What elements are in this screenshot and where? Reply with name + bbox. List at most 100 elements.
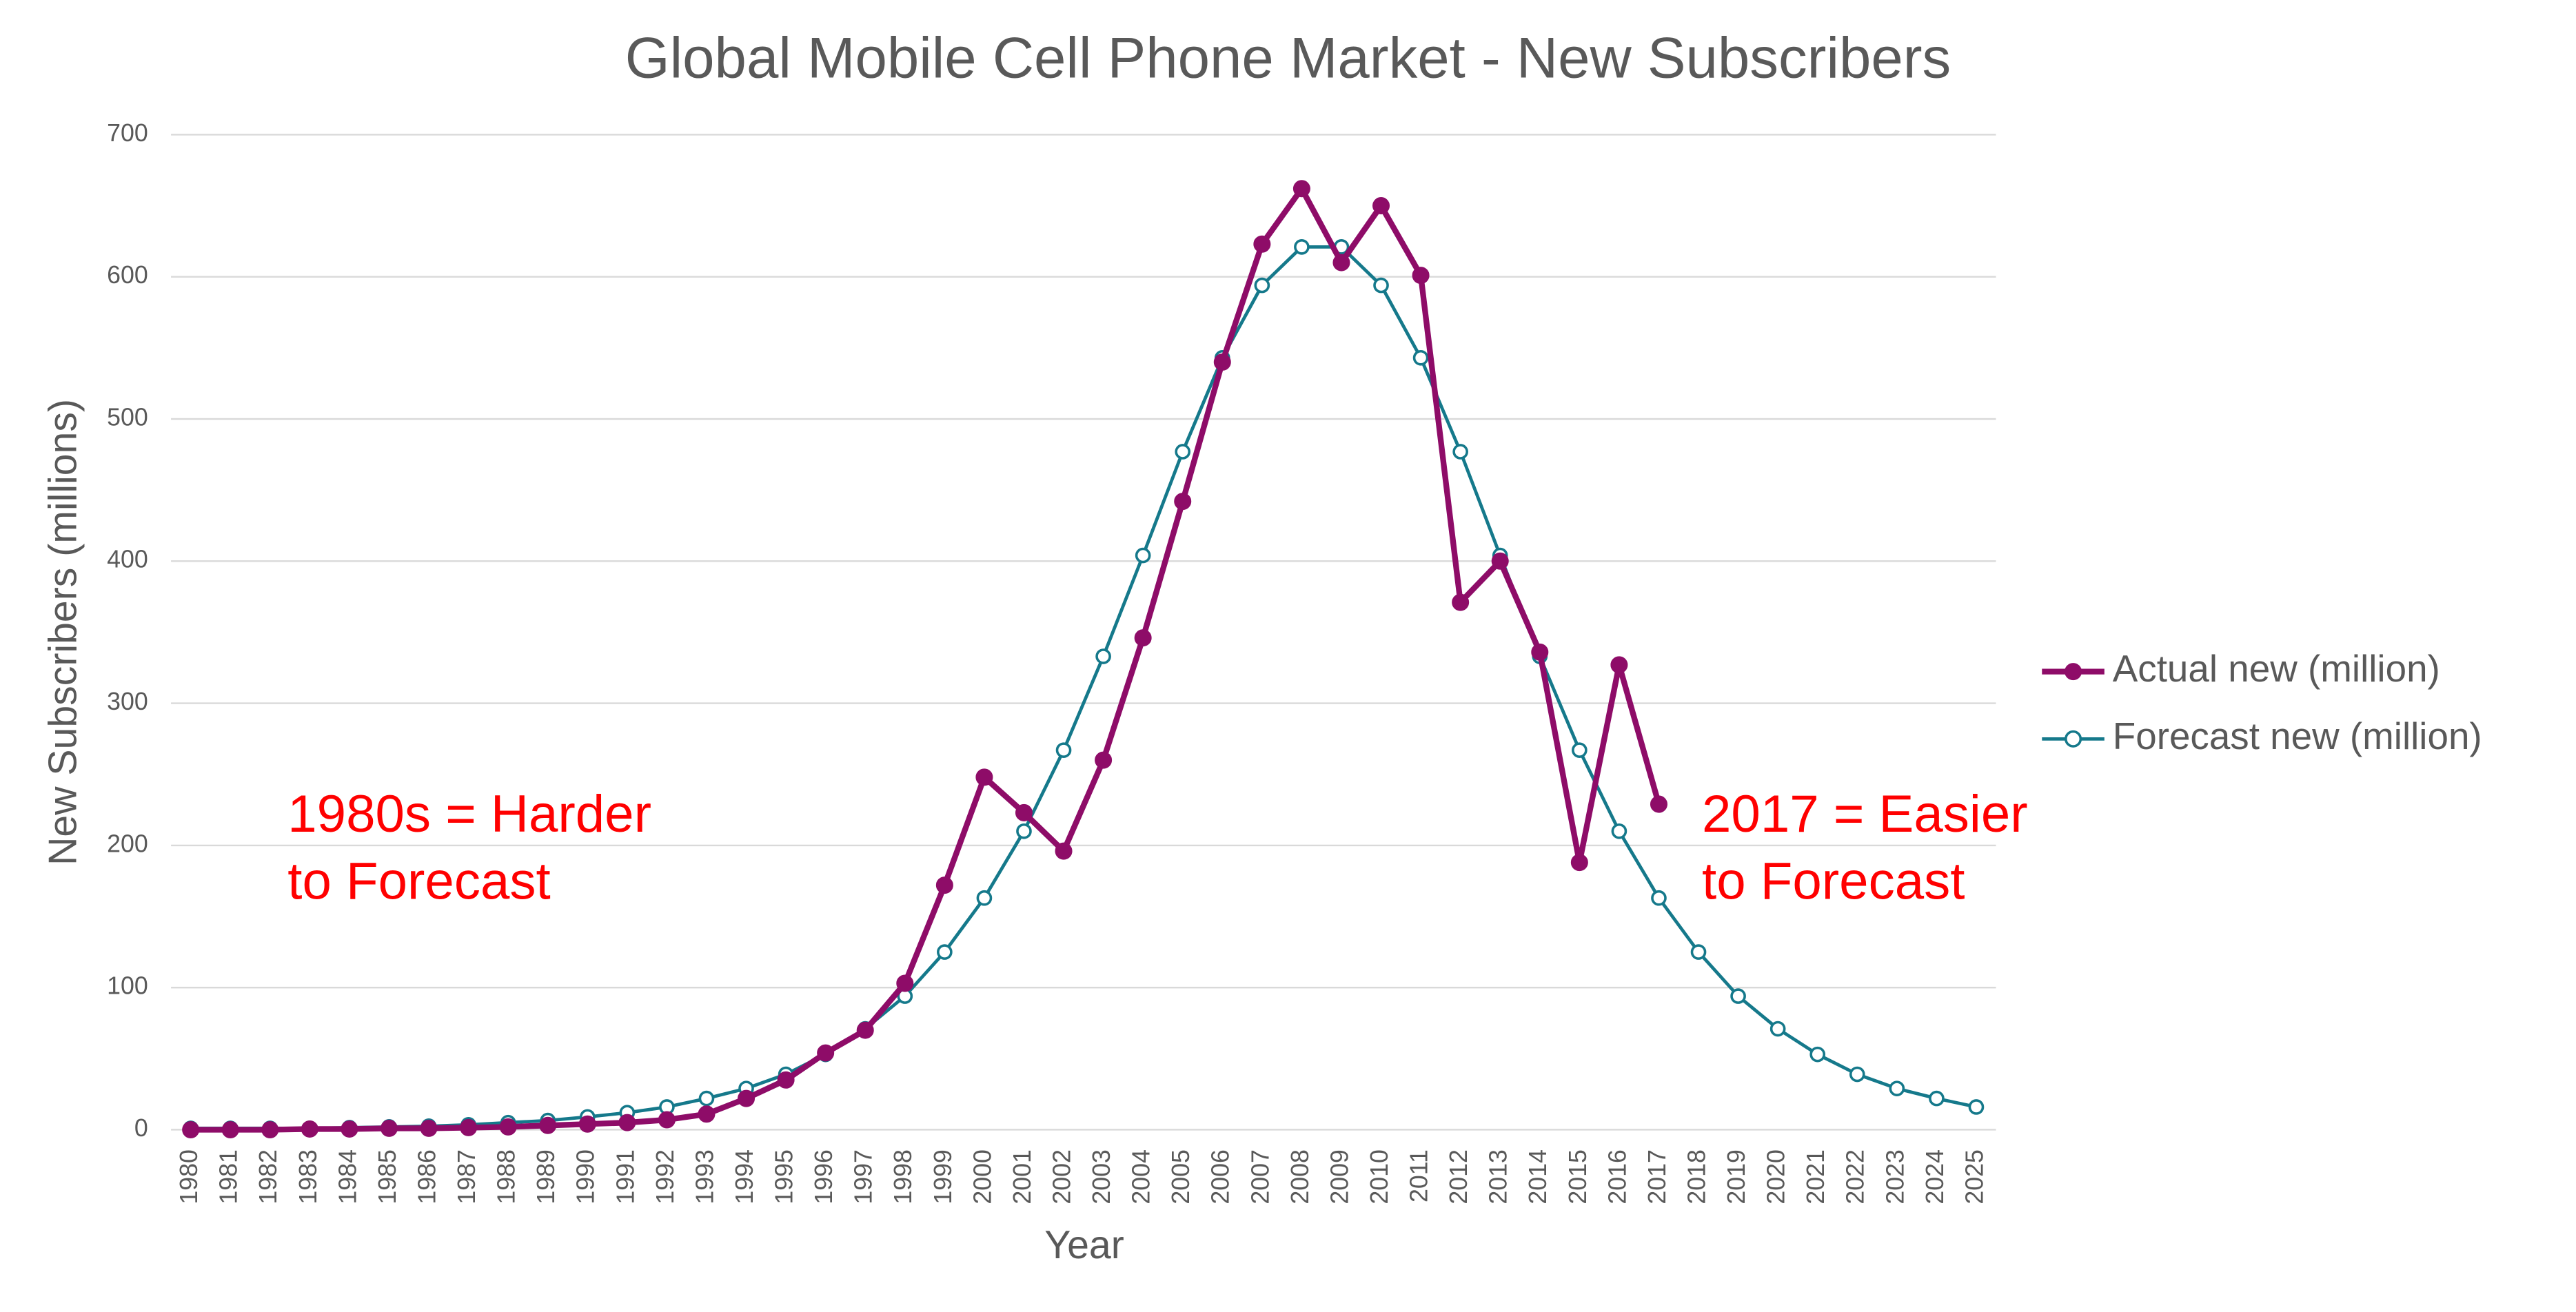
x-tick-label: 1992 — [651, 1149, 679, 1205]
y-tick-label: 300 — [107, 688, 148, 715]
x-tick-label: 1982 — [254, 1149, 282, 1205]
data-point — [1531, 643, 1549, 661]
data-point — [1174, 493, 1192, 511]
data-point — [1889, 1080, 1905, 1096]
x-tick-label: 2019 — [1723, 1149, 1750, 1205]
data-point — [698, 1105, 716, 1123]
data-point — [1372, 197, 1390, 215]
x-tick-label: 1989 — [532, 1149, 560, 1205]
legend-label: Forecast new (million) — [2113, 715, 2482, 757]
x-tick-label: 2004 — [1128, 1149, 1155, 1205]
x-tick-label: 1987 — [453, 1149, 480, 1205]
data-point — [1809, 1046, 1826, 1063]
data-point — [658, 1111, 676, 1129]
y-tick-label: 100 — [107, 972, 148, 1000]
data-point — [1095, 648, 1111, 664]
data-point — [1412, 267, 1430, 285]
data-point — [380, 1119, 398, 1137]
series-line — [190, 185, 1662, 1133]
data-point — [1650, 795, 1667, 813]
x-tick-label: 1985 — [374, 1149, 401, 1205]
annotation: 1980s = Harder — [287, 785, 651, 843]
data-point — [1016, 823, 1032, 839]
data-point — [1452, 444, 1468, 460]
annotation: 2017 = Easier — [1702, 785, 2028, 843]
data-point — [1491, 552, 1509, 570]
x-tick-label: 1996 — [810, 1149, 838, 1205]
x-tick-label: 2003 — [1088, 1149, 1115, 1205]
y-tick-label: 600 — [107, 261, 148, 289]
data-point — [1055, 742, 1072, 758]
data-point — [221, 1120, 239, 1138]
data-point — [1294, 239, 1310, 255]
x-tick-label: 1990 — [572, 1149, 600, 1205]
annotation: to Forecast — [1702, 852, 1965, 911]
data-point — [301, 1120, 318, 1138]
data-point — [1332, 254, 1350, 271]
data-point — [856, 1021, 874, 1039]
data-point — [618, 1114, 636, 1131]
data-point — [817, 1044, 835, 1062]
data-point — [1253, 235, 1271, 253]
x-axis-title: Year — [1044, 1223, 1124, 1267]
annotation: to Forecast — [287, 852, 550, 911]
x-tick-label: 2022 — [1842, 1149, 1869, 1205]
x-tick-label: 1983 — [294, 1149, 322, 1205]
data-point — [1292, 180, 1310, 198]
x-tick-label: 2021 — [1802, 1149, 1829, 1204]
data-point — [1452, 593, 1470, 611]
x-tick-label: 1995 — [771, 1149, 798, 1205]
y-tick-label: 500 — [107, 403, 148, 431]
data-point — [896, 974, 914, 992]
data-point — [698, 1090, 715, 1107]
data-point — [539, 1116, 557, 1134]
data-point — [975, 768, 993, 786]
data-point — [1213, 353, 1231, 371]
x-tick-label: 1981 — [215, 1149, 243, 1205]
data-point — [1412, 349, 1429, 366]
x-tick-label: 1994 — [731, 1149, 758, 1205]
x-tick-label: 2015 — [1564, 1149, 1592, 1205]
x-tick-label: 1988 — [493, 1149, 520, 1205]
x-tick-label: 2023 — [1881, 1149, 1909, 1205]
x-tick-label: 2018 — [1683, 1149, 1710, 1205]
x-tick-label: 2017 — [1643, 1149, 1671, 1205]
x-tick-label: 2008 — [1286, 1149, 1314, 1205]
chart-title: Global Mobile Cell Phone Market - New Su… — [625, 26, 1951, 90]
x-tick-label: 2000 — [968, 1149, 996, 1205]
x-tick-label: 1984 — [334, 1149, 361, 1205]
data-point — [499, 1118, 517, 1136]
data-point — [1055, 842, 1073, 860]
data-point — [1611, 823, 1627, 839]
x-tick-label: 2011 — [1406, 1149, 1433, 1202]
data-point — [937, 944, 953, 960]
x-tick-label: 2009 — [1326, 1149, 1353, 1205]
y-axis-title: New Subscribers (millions) — [41, 399, 85, 865]
data-point — [1610, 656, 1628, 674]
y-tick-label: 0 — [134, 1114, 148, 1142]
data-point — [1254, 277, 1270, 294]
data-point — [1175, 444, 1191, 460]
x-tick-label: 2010 — [1366, 1149, 1393, 1205]
data-point — [1373, 277, 1389, 294]
data-point — [976, 890, 993, 906]
data-point — [1769, 1021, 1786, 1037]
x-tick-label: 1991 — [611, 1149, 639, 1205]
x-tick-label: 1998 — [889, 1149, 917, 1205]
x-tick-label: 2007 — [1246, 1149, 1274, 1205]
x-tick-label: 2012 — [1445, 1149, 1472, 1205]
legend-marker — [2065, 730, 2082, 748]
data-point — [261, 1120, 279, 1138]
x-tick-label: 2025 — [1960, 1149, 1988, 1205]
x-tick-label: 2006 — [1207, 1149, 1235, 1205]
legend-marker — [2065, 663, 2082, 681]
x-tick-label: 1986 — [413, 1149, 440, 1205]
x-tick-label: 1999 — [929, 1149, 957, 1205]
y-tick-label: 700 — [107, 119, 148, 147]
data-point — [1134, 629, 1152, 647]
y-tick-label: 400 — [107, 546, 148, 573]
y-tick-label: 200 — [107, 830, 148, 857]
series-line — [190, 245, 1977, 1130]
data-point — [935, 877, 953, 894]
